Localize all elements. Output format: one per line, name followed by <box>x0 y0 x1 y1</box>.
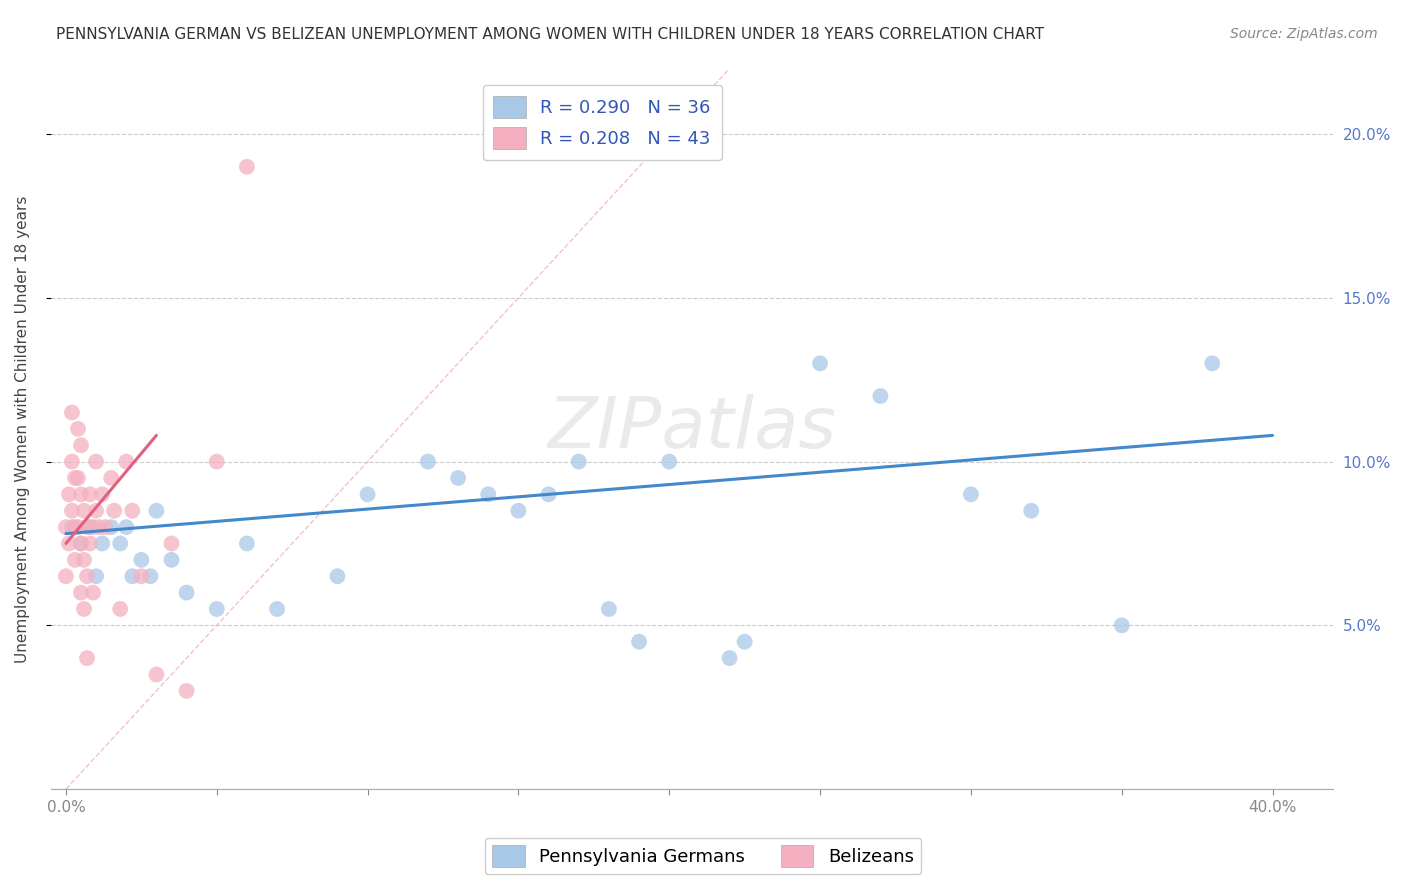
Point <box>176 585 198 599</box>
Point <box>145 667 167 681</box>
Point <box>1111 618 1133 632</box>
Point <box>84 454 107 468</box>
Point <box>537 487 560 501</box>
Point <box>60 405 83 419</box>
Point <box>82 520 104 534</box>
Point <box>76 569 98 583</box>
Point <box>58 487 80 501</box>
Point <box>63 553 86 567</box>
Point <box>91 536 114 550</box>
Point <box>84 569 107 583</box>
Point <box>447 471 470 485</box>
Point <box>131 569 153 583</box>
Point <box>79 536 101 550</box>
Point <box>356 487 378 501</box>
Legend: R = 0.290   N = 36, R = 0.208   N = 43: R = 0.290 N = 36, R = 0.208 N = 43 <box>482 85 721 160</box>
Point <box>76 651 98 665</box>
Point <box>70 536 93 550</box>
Point <box>205 602 228 616</box>
Point <box>115 520 138 534</box>
Point <box>103 504 125 518</box>
Point <box>100 471 122 485</box>
Point <box>121 504 143 518</box>
Point <box>73 602 96 616</box>
Point <box>568 454 591 468</box>
Point <box>70 487 93 501</box>
Point <box>87 520 110 534</box>
Point <box>131 553 153 567</box>
Point <box>63 520 86 534</box>
Point <box>1019 504 1042 518</box>
Text: ZIPatlas: ZIPatlas <box>547 394 837 463</box>
Point <box>110 536 132 550</box>
Point <box>176 684 198 698</box>
Point <box>236 536 259 550</box>
Point <box>110 602 132 616</box>
Point <box>477 487 499 501</box>
Point <box>66 520 89 534</box>
Point <box>160 553 183 567</box>
Text: PENNSYLVANIA GERMAN VS BELIZEAN UNEMPLOYMENT AMONG WOMEN WITH CHILDREN UNDER 18 : PENNSYLVANIA GERMAN VS BELIZEAN UNEMPLOY… <box>56 27 1045 42</box>
Point <box>734 634 756 648</box>
Point <box>60 520 83 534</box>
Point <box>808 356 831 370</box>
Point <box>60 504 83 518</box>
Point <box>960 487 983 501</box>
Point <box>73 504 96 518</box>
Point <box>658 454 681 468</box>
Point <box>100 520 122 534</box>
Point <box>55 569 77 583</box>
Point <box>84 504 107 518</box>
Point <box>70 585 93 599</box>
Point <box>70 438 93 452</box>
Point <box>66 471 89 485</box>
Point <box>55 520 77 534</box>
Y-axis label: Unemployment Among Women with Children Under 18 years: Unemployment Among Women with Children U… <box>15 195 30 663</box>
Point <box>145 504 167 518</box>
Point <box>326 569 349 583</box>
Point <box>1201 356 1223 370</box>
Point <box>73 553 96 567</box>
Point <box>121 569 143 583</box>
Legend: Pennsylvania Germans, Belizeans: Pennsylvania Germans, Belizeans <box>485 838 921 874</box>
Point <box>63 471 86 485</box>
Point <box>718 651 741 665</box>
Point <box>79 487 101 501</box>
Point <box>139 569 162 583</box>
Text: Source: ZipAtlas.com: Source: ZipAtlas.com <box>1230 27 1378 41</box>
Point <box>70 536 93 550</box>
Point <box>416 454 439 468</box>
Point <box>91 487 114 501</box>
Point <box>94 520 117 534</box>
Point <box>160 536 183 550</box>
Point <box>266 602 288 616</box>
Point <box>79 520 101 534</box>
Point <box>508 504 530 518</box>
Point <box>115 454 138 468</box>
Point <box>628 634 651 648</box>
Point <box>58 536 80 550</box>
Point <box>869 389 891 403</box>
Point <box>76 520 98 534</box>
Point <box>598 602 620 616</box>
Point <box>66 422 89 436</box>
Point <box>60 454 83 468</box>
Point <box>205 454 228 468</box>
Point <box>82 585 104 599</box>
Point <box>236 160 259 174</box>
